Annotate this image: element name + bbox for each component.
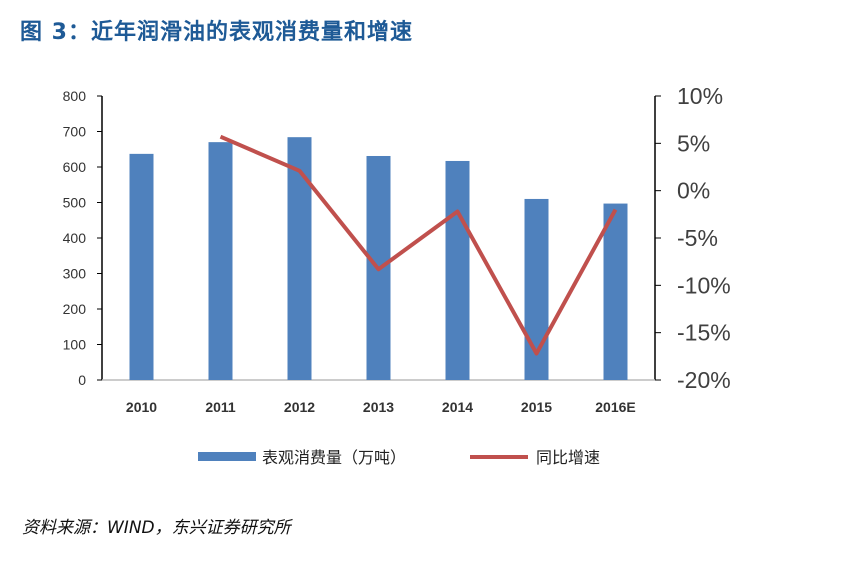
chart-title: 图 3：近年润滑油的表观消费量和增速	[20, 20, 413, 45]
right-tick-label: -20%	[677, 367, 731, 393]
bar-2010	[129, 153, 154, 380]
right-tick-label: 0%	[677, 178, 710, 204]
right-tick-label: -15%	[677, 320, 731, 346]
left-tick-label: 600	[63, 159, 87, 175]
right-tick-label: 5%	[677, 130, 710, 156]
left-tick-label: 200	[63, 301, 87, 317]
left-tick-label: 500	[63, 195, 87, 211]
left-tick-label: 0	[78, 372, 86, 388]
right-tick-label: 10%	[677, 83, 723, 109]
left-tick-label: 400	[63, 230, 87, 246]
x-tick-label: 2014	[442, 399, 473, 415]
legend-bar-swatch	[198, 452, 256, 461]
x-tick-label: 2012	[284, 399, 315, 415]
right-tick-label: -10%	[677, 272, 731, 298]
left-tick-label: 700	[63, 124, 87, 140]
left-tick-label: 100	[63, 337, 87, 353]
source-note: 资料来源：WIND，东兴证券研究所	[22, 518, 291, 538]
x-tick-label: 2011	[205, 399, 236, 415]
left-tick-label: 800	[63, 88, 87, 104]
legend-line-label: 同比增速	[536, 448, 600, 467]
x-tick-label: 2015	[521, 399, 552, 415]
x-tick-label: 2016E	[595, 399, 635, 415]
legend-bar-label: 表观消费量（万吨）	[262, 448, 406, 467]
growth-line	[219, 134, 618, 356]
left-tick-label: 300	[63, 266, 87, 282]
bar-2014	[445, 160, 470, 380]
bar-2011	[208, 142, 233, 380]
right-tick-label: -5%	[677, 225, 718, 251]
x-tick-label: 2013	[363, 399, 394, 415]
x-tick-label: 2010	[126, 399, 157, 415]
bar-2016E	[603, 203, 628, 380]
